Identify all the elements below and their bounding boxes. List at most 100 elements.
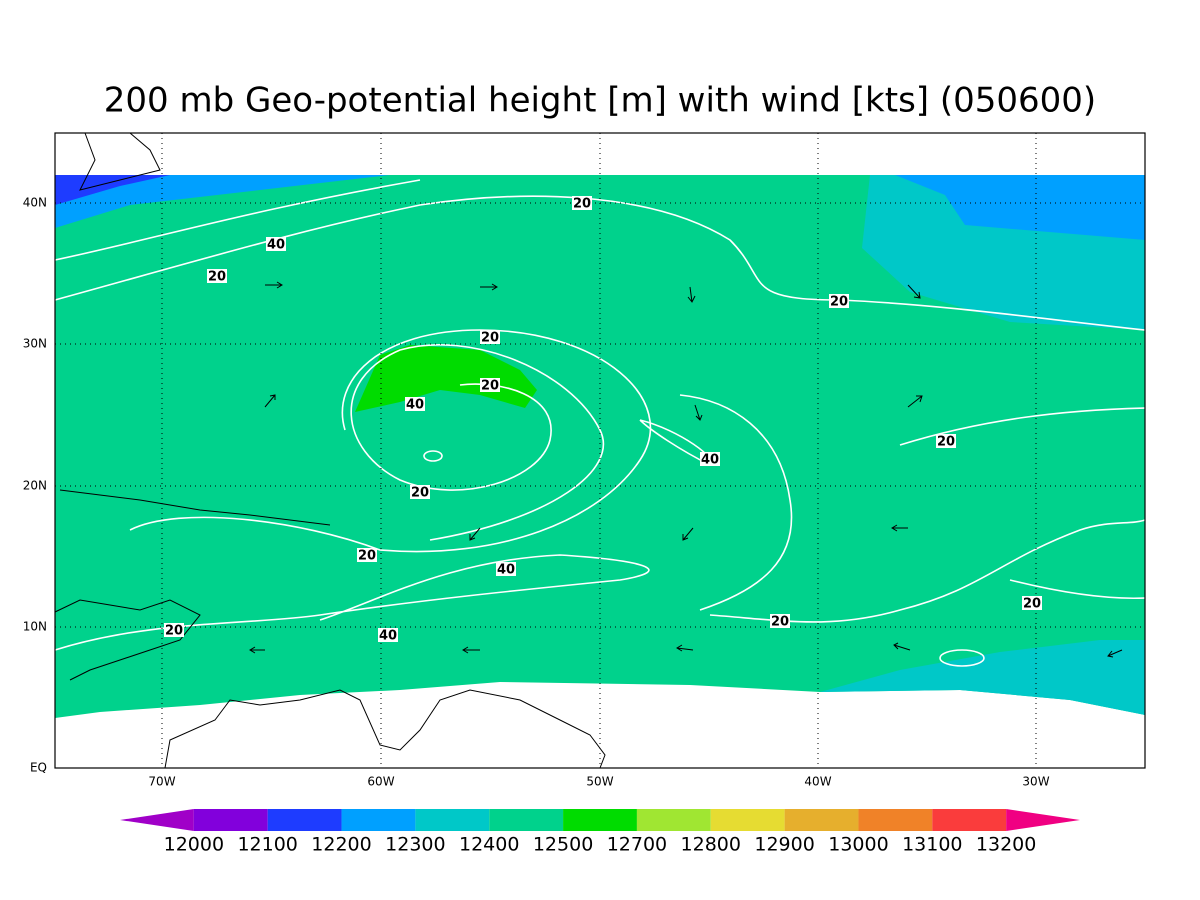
x-tick-label: 70W [148, 775, 175, 789]
colorbar-box [489, 809, 564, 831]
height-region [55, 175, 390, 228]
contour-label: 20 [771, 615, 789, 630]
contour-label: 20 [481, 379, 499, 394]
colorbar-box [563, 809, 637, 831]
height-region [355, 345, 537, 412]
contour-label-bg [770, 614, 790, 628]
colorbar-box [636, 809, 711, 831]
coastline [79, 132, 161, 191]
contour-label-bg [936, 434, 956, 448]
wind-arrow [480, 283, 498, 291]
contour-label-bg [410, 485, 430, 499]
colorbar: 12000 12100 12200 12300 12400 12500 12700 12800… [120, 809, 1080, 856]
contour-label: 20 [1023, 597, 1041, 612]
colorbar-box [267, 809, 342, 831]
colorbar-label: 13100 [902, 834, 962, 856]
contour-line [350, 344, 605, 541]
y-tick-label: 10N [23, 620, 47, 634]
wind-arrow [265, 281, 283, 289]
x-tick-label: 40W [804, 775, 831, 789]
colorbar-box [784, 809, 859, 831]
colorbar-box [193, 809, 268, 831]
contour-line [54, 554, 650, 651]
contour-label: 20 [573, 197, 591, 212]
colorbar-label: 13200 [976, 834, 1036, 856]
contour-label: 20 [481, 331, 499, 346]
contour-line [423, 450, 443, 462]
contour-label: 20 [937, 435, 955, 450]
colorbar-label: 12400 [459, 834, 519, 856]
coastline [59, 489, 331, 526]
contour-label: 40 [497, 563, 515, 578]
contour-label: 40 [406, 398, 424, 413]
contours [54, 179, 1146, 667]
wind-arrow [907, 395, 923, 408]
height-region [55, 175, 1145, 718]
wind-arrow [687, 286, 696, 303]
colorbar-triangle [1006, 809, 1080, 831]
x-tick-label: 50W [586, 775, 613, 789]
contour-line [54, 195, 1146, 331]
labels: 70W 60W 50W 40W 30W EQ 10N 20N 30N 40N 20 40 20 20 20 2… [23, 196, 1050, 789]
contour-line [899, 407, 1146, 446]
coastline [54, 599, 201, 681]
contour-label-bg [357, 548, 377, 562]
height-region [895, 175, 1145, 240]
coastlines [54, 132, 606, 769]
wind-arrow [264, 394, 276, 408]
colorbar-box [341, 809, 416, 831]
map-frame [54, 132, 1146, 769]
contour-label-bg [405, 397, 425, 411]
x-tick-label: 30W [1022, 775, 1049, 789]
grid [55, 133, 1145, 768]
contour-label: 20 [830, 295, 848, 310]
contour-label-bg [207, 269, 227, 283]
contour-label-bg [700, 452, 720, 466]
wind-arrow [249, 646, 265, 654]
colorbar-label: 12700 [607, 834, 667, 856]
contour-line [54, 179, 421, 261]
colorbar-label: 12000 [164, 834, 224, 856]
contour-line [1009, 579, 1146, 600]
wind-arrows [249, 281, 1123, 658]
contour-label-bg [496, 562, 516, 576]
contour-label: 40 [701, 453, 719, 468]
contour-label: 40 [267, 238, 285, 253]
contour-label: 20 [165, 624, 183, 639]
contour-label: 20 [411, 486, 429, 501]
y-tick-label: EQ [30, 761, 47, 775]
colorbar-box [710, 809, 785, 831]
contour-label-bg [266, 237, 286, 251]
contour-line [939, 649, 985, 667]
contour-label-bg [572, 196, 592, 210]
wind-arrow [676, 644, 694, 652]
wind-arrow [891, 524, 908, 532]
colorbar-label: 13000 [828, 834, 888, 856]
wind-arrow [893, 642, 911, 651]
wind-arrow [694, 404, 703, 421]
colorbar-label: 12300 [385, 834, 445, 856]
contour-label-bg [829, 294, 849, 308]
contour-label: 20 [208, 270, 226, 285]
contour-label-bg [378, 628, 398, 642]
wind-arrow [462, 646, 480, 654]
contour-label-bg [480, 378, 500, 392]
colorbar-box [932, 809, 1007, 831]
y-tick-label: 30N [23, 337, 47, 351]
contour-line [709, 519, 1146, 623]
colorbar-triangle [120, 809, 194, 831]
contour-label: 40 [379, 629, 397, 644]
wind-arrow [1107, 649, 1123, 658]
contour-label: 20 [358, 549, 376, 564]
colorbar-label: 12900 [754, 834, 814, 856]
map-title: 200 mb Geo-potential height [m] with win… [104, 81, 1096, 121]
contour-label-bg [1022, 596, 1042, 610]
colorbar-label: 12200 [311, 834, 371, 856]
contour-line [679, 394, 793, 611]
colorbar-label: 12500 [533, 834, 593, 856]
height-region [820, 640, 1145, 715]
wind-arrow [682, 527, 694, 541]
contour-label-bg [480, 330, 500, 344]
wind-arrow [907, 284, 921, 299]
